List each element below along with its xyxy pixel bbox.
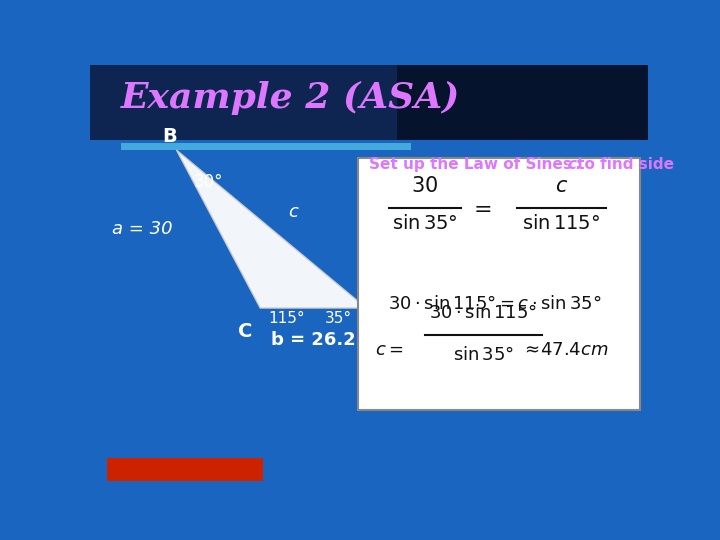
Text: $\mathrm{sin\,115°}$: $\mathrm{sin\,115°}$: [523, 214, 600, 233]
FancyBboxPatch shape: [90, 65, 648, 140]
FancyBboxPatch shape: [397, 65, 648, 140]
Text: Set up the Law of Sines to find side: Set up the Law of Sines to find side: [369, 157, 679, 172]
Text: a = 30: a = 30: [112, 220, 173, 238]
Text: $\approx\! 47.4\mathit{cm}$: $\approx\! 47.4\mathit{cm}$: [521, 341, 608, 359]
Text: $30 \cdot \mathrm{sin\,115°} = c \cdot \mathrm{sin\,35°}$: $30 \cdot \mathrm{sin\,115°} = c \cdot \…: [388, 295, 601, 313]
Polygon shape: [176, 150, 366, 308]
Text: $\mathrm{sin\,35°}$: $\mathrm{sin\,35°}$: [392, 214, 458, 233]
Text: 35°: 35°: [324, 310, 351, 326]
Text: b = 26.2: b = 26.2: [271, 332, 356, 349]
Text: c: c: [288, 202, 298, 220]
Text: $=$: $=$: [469, 198, 492, 218]
Text: 115°: 115°: [269, 310, 305, 326]
Text: $c$: $c$: [555, 176, 568, 195]
FancyBboxPatch shape: [358, 158, 639, 410]
Text: $\mathrm{sin\,35°}$: $\mathrm{sin\,35°}$: [453, 346, 514, 364]
Text: Example 2 (ASA): Example 2 (ASA): [121, 80, 460, 114]
FancyBboxPatch shape: [107, 458, 263, 481]
Text: 30°: 30°: [193, 173, 222, 192]
FancyBboxPatch shape: [121, 143, 411, 150]
Text: $c =$: $c =$: [374, 341, 403, 359]
Text: A: A: [369, 322, 384, 341]
Text: $30 \cdot \mathrm{sin\,115°}$: $30 \cdot \mathrm{sin\,115°}$: [429, 305, 537, 322]
Text: C: C: [238, 322, 252, 341]
Text: $30$: $30$: [411, 176, 438, 195]
Text: c:: c:: [567, 157, 582, 172]
Text: B: B: [163, 127, 177, 146]
